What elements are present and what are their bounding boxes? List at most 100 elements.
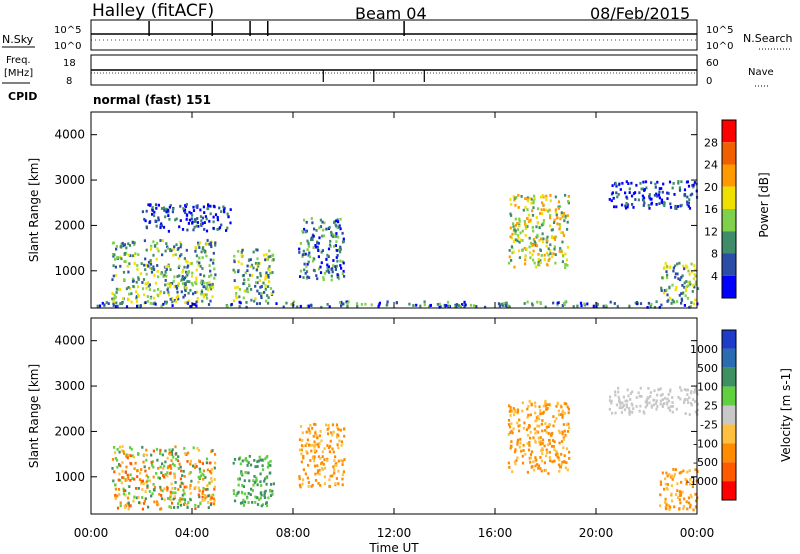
scatter-cell [185,203,188,206]
scatter-cell [548,208,551,212]
scatter-cell [554,261,557,265]
scatter-cell [212,261,215,265]
scatter-cell [686,507,689,511]
scatter-cell [243,500,247,504]
scatter-cell [524,206,527,209]
scatter-cell [197,263,200,267]
scatter-cell [171,304,174,307]
scatter-cell [248,258,251,262]
scatter-cell [165,302,168,305]
scatter-cell [532,258,535,262]
scatter-cell [187,222,190,225]
scatter-cell [169,283,172,287]
scatter-cell [164,215,167,219]
scatter-cell [509,406,512,409]
scatter-cell [559,413,562,416]
scatter-cell [687,496,690,500]
scatter-cell [306,248,309,251]
scatter-cell [666,483,669,486]
scatter-cell [335,462,338,465]
scatter-cell [177,297,180,301]
scatter-cell [688,396,691,400]
scatter-cell [608,399,612,402]
colorbar-swatch [722,253,736,276]
scatter-cell [207,501,210,504]
scatter-cell [206,207,209,211]
scatter-cell [520,449,523,453]
scatter-cell [561,430,564,434]
scatter-cell [653,305,657,309]
scatter-cell [209,269,212,273]
scatter-cell [157,203,160,207]
scatter-cell [299,269,303,273]
scatter-cell [683,281,686,285]
scatter-cell [177,467,180,470]
scatter-cell [311,443,314,447]
scatter-cell [534,411,537,415]
scatter-cell [557,207,560,210]
scatter-cell [157,476,160,480]
scatter-cell [524,227,527,230]
scatter-cell [322,462,325,466]
scatter-cell [342,237,345,241]
scatter-cell [303,218,306,222]
scatter-cell [272,258,275,261]
scatter-cell [270,292,273,296]
scatter-cell [148,466,151,470]
scatter-cell [173,473,176,476]
scatter-cell [550,432,553,436]
scatter-cell [687,204,690,208]
y-tick-label: 4000 [54,334,85,348]
scatter-cell [116,304,119,308]
scatter-cell [525,247,528,251]
scatter-cell [98,304,102,308]
scatter-cell [151,212,154,216]
scatter-cell [514,232,517,236]
scatter-cell [455,303,459,306]
scatter-cell [163,498,166,502]
scatter-cell [660,289,663,292]
scatter-cell [162,474,165,477]
scatter-cell [160,207,164,210]
scatter-cell [301,478,305,482]
scatter-cell [331,423,334,427]
scatter-cell [143,453,146,457]
scatter-cell [192,209,196,212]
colorbar-swatch [722,481,736,500]
scatter-cell [508,255,511,259]
scatter-cell [156,242,159,245]
scatter-cell [534,265,537,269]
scatter-cell [514,410,517,413]
scatter-cell [197,486,200,490]
scatter-cell [133,477,136,481]
scatter-cell [298,483,301,487]
scatter-cell [639,404,642,408]
scatter-cell [303,227,306,231]
scatter-cell [679,501,682,505]
scatter-cell [537,464,541,468]
scatter-cell [238,288,241,291]
scatter-cell [683,401,686,405]
scatter-cell [304,230,307,234]
scatter-cell [561,432,564,436]
scatter-cell [666,397,669,401]
scatter-cell [149,266,152,270]
scatter-cell [536,424,539,428]
beam-title: Beam 04 [355,4,427,23]
scatter-cell [218,226,222,229]
scatter-cell [307,485,310,488]
scatter-cell [602,304,605,308]
scatter-cell [659,493,662,497]
scatter-cell [136,304,139,308]
scatter-cell [159,226,162,229]
scatter-cell [657,193,661,197]
scatter-cell [317,241,320,245]
scatter-cell [183,209,186,213]
scatter-cell [299,304,302,308]
scatter-cell [336,259,339,263]
scatter-cell [530,197,533,201]
scatter-cell [319,484,322,487]
scatter-cell [272,254,275,257]
scatter-cell [308,431,311,435]
scatter-cell [146,281,149,284]
